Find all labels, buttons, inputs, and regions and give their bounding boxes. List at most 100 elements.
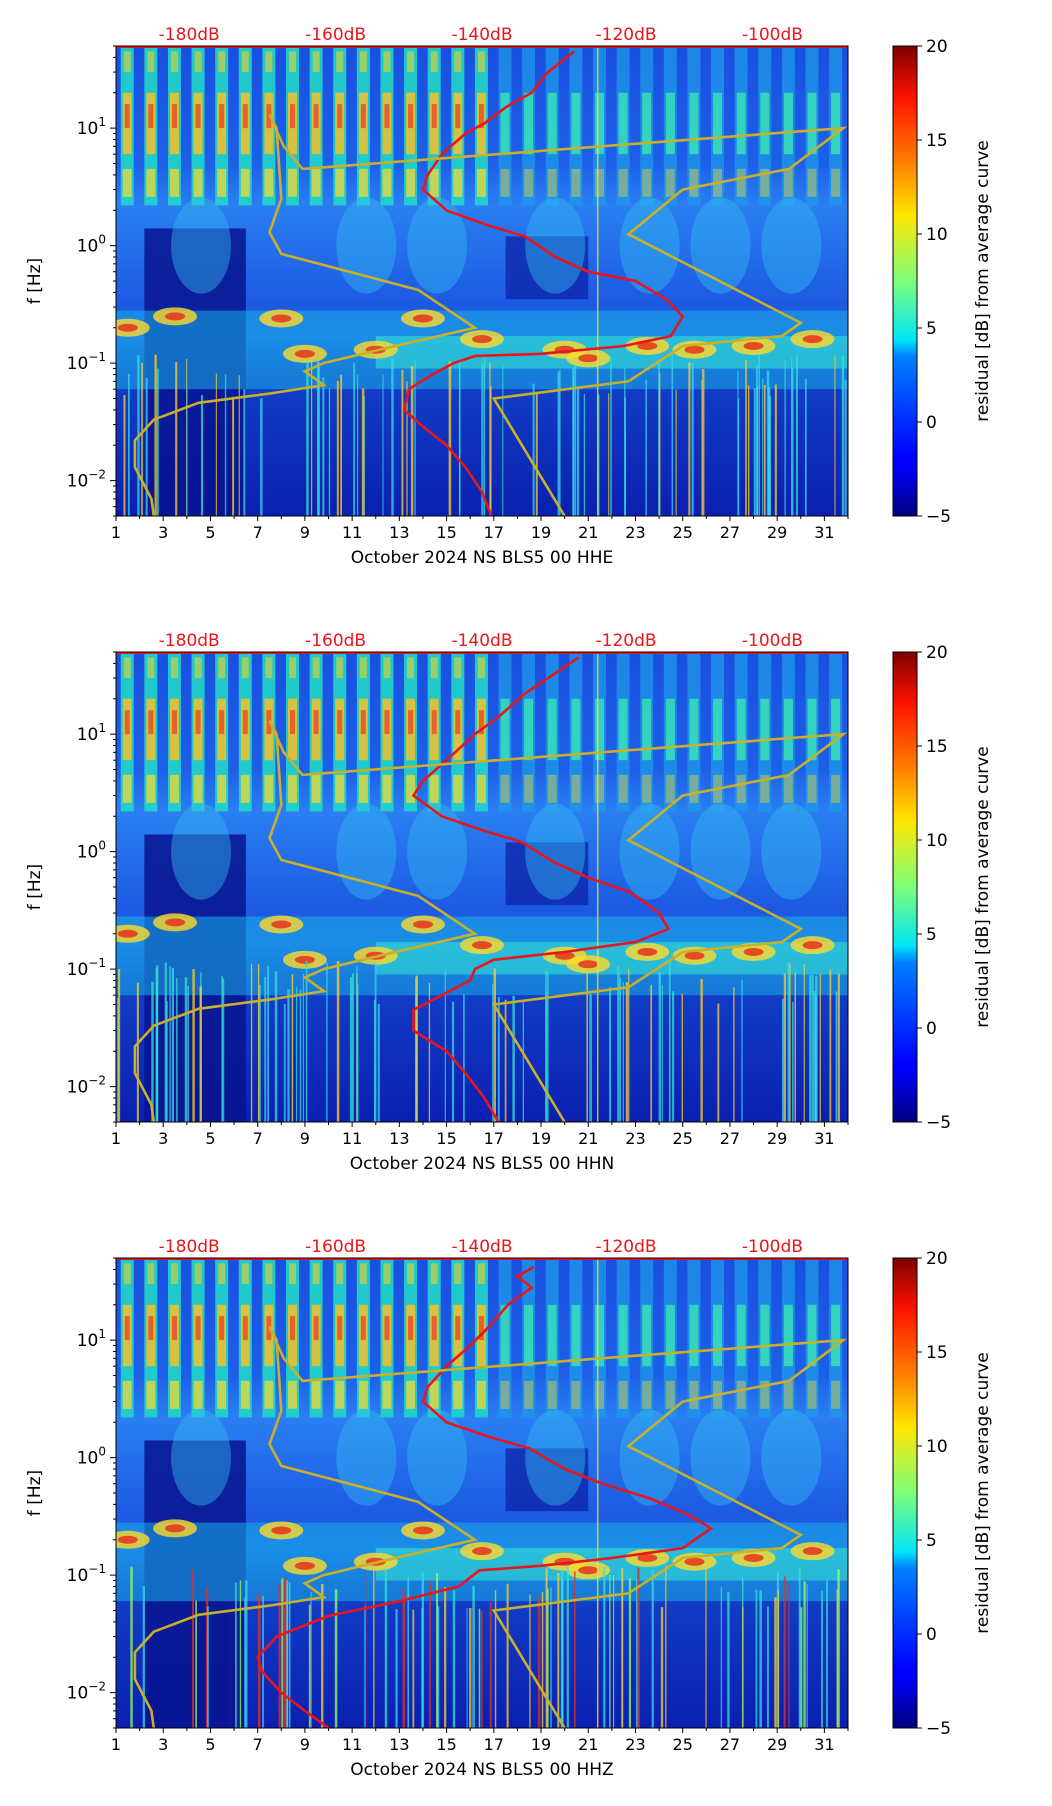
day-stripe-6 [238, 652, 252, 812]
stripe-hot [524, 698, 534, 761]
stripe-low [382, 774, 392, 803]
mid-plume [336, 197, 397, 294]
stripe-hot [642, 92, 652, 155]
mid-plume [525, 803, 586, 900]
day-stripe-28 [758, 46, 772, 206]
stripe-hot [594, 1304, 604, 1367]
stripe-low [193, 1380, 203, 1409]
stripe-low [571, 774, 581, 803]
day-stripe-12 [380, 652, 394, 812]
stripe-top [218, 51, 226, 73]
stripe-top [407, 51, 415, 73]
colorbar-tick-label: −5 [926, 1719, 951, 1739]
stripe-hot [736, 698, 746, 761]
storm-core [412, 920, 433, 929]
x-tick-label: 9 [300, 1735, 310, 1754]
storm-core [412, 1526, 433, 1535]
stripe-peak [242, 1316, 248, 1341]
storm-core [637, 1553, 658, 1562]
mid-plume [525, 1409, 586, 1506]
stripe-peak [290, 104, 295, 129]
colorbar-gradient [892, 651, 918, 1123]
colorbar-tick-label: 0 [926, 1019, 937, 1039]
stripe-top [477, 51, 485, 73]
day-stripe-3 [167, 46, 181, 206]
stripe-low [429, 168, 439, 197]
day-stripe-30 [805, 1258, 819, 1418]
day-stripe-21 [592, 46, 606, 206]
storm-core [117, 929, 138, 938]
day-stripe-2 [144, 1258, 158, 1418]
day-stripe-15 [451, 1258, 465, 1418]
mid-plume [690, 197, 751, 294]
colorbar: 20 15 10 5 0 −5 residual [dB] from average cur… [892, 1249, 993, 1739]
stripe-peak [313, 710, 319, 735]
x-tick-label: 13 [389, 1129, 409, 1148]
x-tick-label: 9 [300, 1129, 310, 1148]
stripe-hot [807, 1304, 817, 1367]
stripe-low [453, 774, 463, 803]
day-stripe-5 [215, 1258, 229, 1418]
stripe-low [311, 774, 321, 803]
colorbar: 20 15 10 5 0 −5 residual [dB] from average cur… [892, 643, 993, 1133]
reference-curve [133, 114, 848, 516]
storm-core [294, 349, 315, 358]
x-tick-label: 11 [342, 1129, 362, 1148]
stripe-low [217, 1380, 227, 1409]
top-db-label: -120dB [596, 1237, 657, 1257]
stripe-hot [760, 92, 770, 155]
colorbar-tick-label: 10 [926, 1437, 948, 1457]
day-stripe-27 [734, 1258, 748, 1418]
storm-core [271, 920, 292, 929]
stripe-low [358, 774, 368, 803]
top-db-label: -140dB [451, 631, 512, 651]
plot-area [116, 46, 848, 516]
stripe-hot [594, 92, 604, 155]
stripe-hot [783, 92, 793, 155]
storm-core [743, 947, 764, 956]
mid-plume [171, 803, 232, 900]
stripe-peak [431, 104, 437, 129]
stripe-low [406, 1380, 416, 1409]
stripe-low [358, 1380, 368, 1409]
stripe-top [312, 1263, 320, 1285]
x-tick-label: 5 [205, 1735, 215, 1754]
stripe-hot [642, 698, 652, 761]
colorbar-label: residual [dB] from average curve [973, 140, 993, 421]
stripe-hot [760, 1304, 770, 1367]
y-tick-label: 101 [77, 1327, 106, 1351]
stripe-hot [783, 1304, 793, 1367]
stripe-peak [195, 1316, 201, 1341]
stripe-low [524, 774, 534, 803]
stripe-low [783, 774, 793, 803]
x-tick-label: 13 [389, 1735, 409, 1754]
y-tick-label: 10−1 [67, 1562, 106, 1586]
stripe-peak [313, 104, 319, 129]
x-tick-label: 11 [342, 523, 362, 542]
stripe-low [760, 168, 770, 197]
top-db-label: -100dB [742, 1237, 803, 1257]
day-stripe-12 [380, 46, 394, 206]
stripe-low [453, 1380, 463, 1409]
stripe-low [500, 774, 510, 803]
stripe-peak [171, 1316, 177, 1341]
x-tick-label: 25 [673, 523, 693, 542]
storm-core [802, 335, 823, 344]
stripe-low [831, 168, 841, 197]
stripe-low [311, 1380, 321, 1409]
stripe-hot [665, 698, 675, 761]
stripe-top [147, 51, 155, 73]
stripe-top [289, 657, 296, 679]
stripe-low [264, 168, 274, 197]
storm-core [472, 335, 492, 344]
stripe-hot [547, 1304, 557, 1367]
stripe-top [383, 1263, 391, 1285]
stripe-peak [148, 1316, 154, 1341]
stripe-peak [195, 710, 201, 735]
x-tick-label: 27 [720, 1735, 740, 1754]
stripe-top [265, 1263, 273, 1285]
x-tick-label: 21 [578, 1735, 598, 1754]
day-stripe-11 [356, 1258, 370, 1418]
stripe-peak [195, 104, 201, 129]
stripe-top [170, 657, 178, 679]
